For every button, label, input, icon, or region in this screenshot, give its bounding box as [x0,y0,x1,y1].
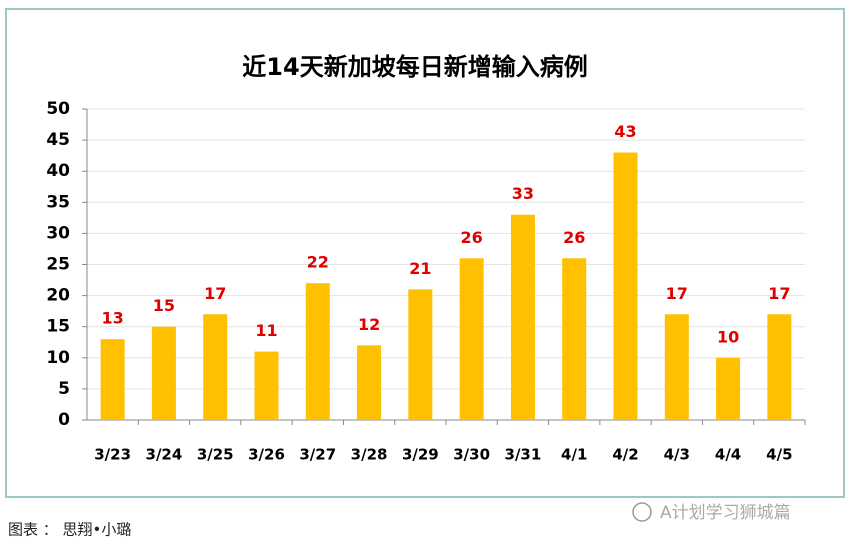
x-tick-label: 3/30 [453,446,490,464]
bar [767,314,792,420]
x-tick-label: 4/5 [766,446,792,464]
x-tick-label: 3/24 [146,446,183,464]
y-tick-label: 45 [46,130,70,150]
y-tick-label: 30 [46,223,70,243]
data-label: 10 [717,327,739,346]
watermark-icon [632,502,652,522]
y-tick-label: 25 [46,255,70,275]
bar [408,289,433,420]
bar [151,326,176,420]
watermark: A计划学习狮城篇 [660,503,791,523]
x-tick-label: 4/1 [561,446,587,464]
data-label: 17 [666,284,688,303]
x-tick-label: 4/2 [612,446,638,464]
x-tick-label: 3/25 [197,446,234,464]
chart-frame [5,8,845,498]
bar [357,345,382,420]
data-label: 15 [153,296,175,315]
y-tick-label: 35 [46,192,70,212]
x-tick-label: 4/4 [715,446,741,464]
bar [716,357,741,420]
data-label: 13 [102,309,124,328]
x-tick-label: 4/3 [664,446,690,464]
bar [203,314,228,420]
bar [100,339,125,420]
x-tick-label: 3/31 [505,446,542,464]
data-label: 11 [255,321,277,340]
bar [459,258,484,420]
data-label: 17 [204,284,226,303]
data-label: 26 [563,228,585,247]
x-tick-label: 3/27 [299,446,336,464]
bar [613,152,638,421]
y-tick-label: 0 [58,410,70,430]
data-label: 12 [358,315,380,334]
y-tick-label: 10 [46,348,70,368]
x-tick-label: 3/23 [94,446,131,464]
chart-title: 近14天新加坡每日新增输入病例 [242,53,587,81]
caption: 图表 ： 思翔•小璐 [8,521,131,539]
x-tick-label: 3/28 [351,446,388,464]
y-tick-label: 5 [58,379,70,399]
y-tick-label: 20 [46,286,70,306]
bar [305,283,330,420]
data-label: 26 [461,228,483,247]
data-label: 22 [307,253,329,272]
bar [562,258,587,420]
data-label: 21 [409,259,431,278]
y-tick-label: 40 [46,161,70,181]
x-tick-label: 3/29 [402,446,439,464]
data-label: 43 [614,122,636,141]
y-tick-label: 50 [46,99,70,119]
data-label: 33 [512,184,534,203]
x-tick-label: 3/26 [248,446,285,464]
y-tick-label: 15 [46,317,70,337]
data-label: 17 [768,284,790,303]
bar [510,214,535,420]
bar [254,351,279,420]
bar [664,314,689,420]
